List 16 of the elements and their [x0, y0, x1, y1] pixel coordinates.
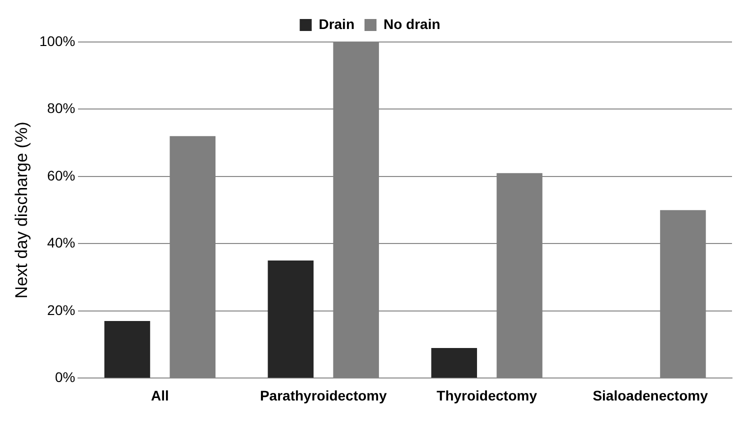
y-tick-label: 0%	[54, 369, 76, 386]
y-tick-label: 100%	[39, 32, 76, 49]
bar	[104, 321, 150, 378]
bar	[268, 260, 314, 378]
x-tick-label: Parathyroidectomy	[260, 387, 387, 404]
y-tick-label: 60%	[47, 167, 76, 184]
y-tick-label: 40%	[47, 234, 76, 251]
x-tick-label: Sialoadenectomy	[592, 387, 708, 404]
x-tick-label: All	[150, 387, 169, 404]
x-tick-label: Thyroidectomy	[436, 387, 538, 404]
y-tick-label: 20%	[47, 302, 76, 318]
y-tick-label: 80%	[47, 100, 76, 116]
bar	[431, 348, 478, 378]
legend-label: Drain	[318, 16, 355, 32]
y-axis-title: Next day discharge (%)	[12, 122, 31, 298]
legend-label: No drain	[384, 16, 440, 32]
